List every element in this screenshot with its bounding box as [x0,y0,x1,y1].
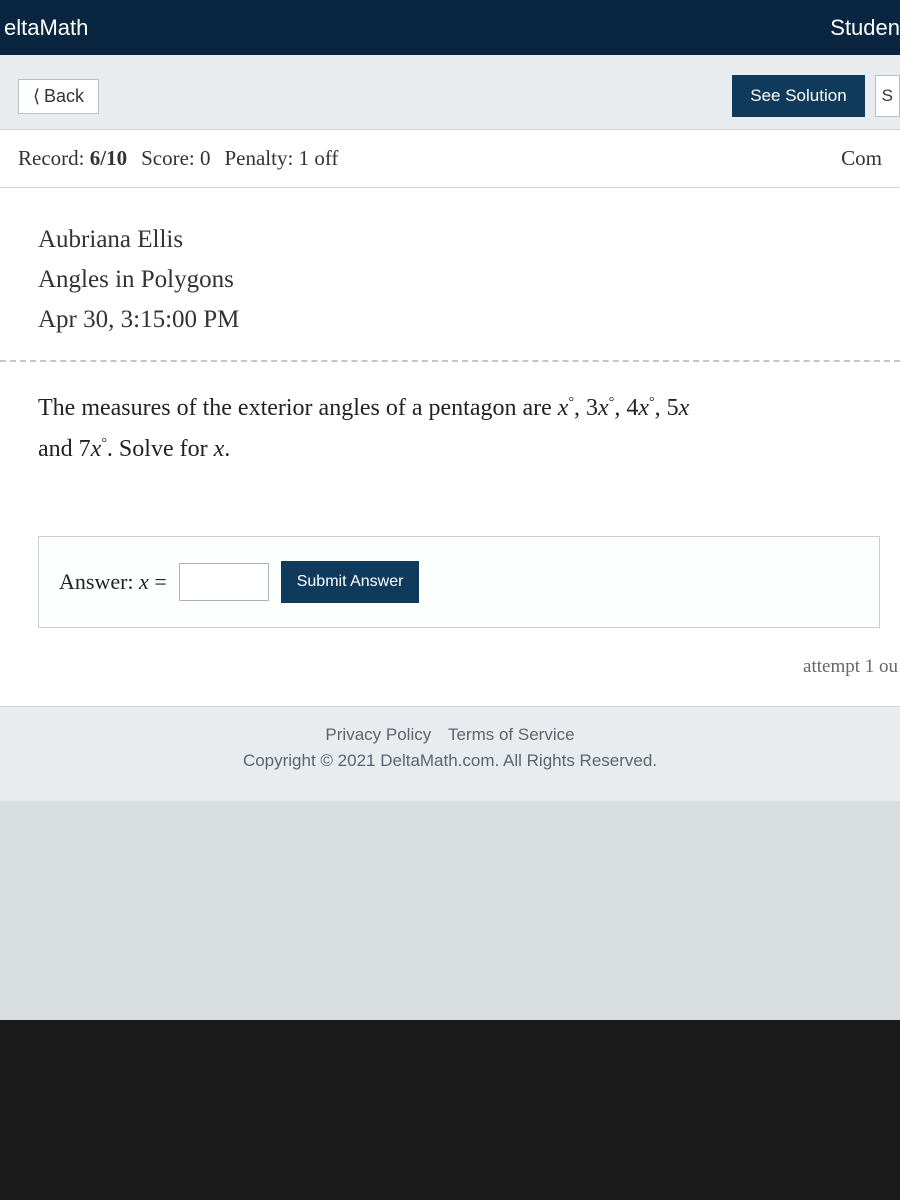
answer-box: Answer: x = Submit Answer [38,536,880,628]
student-info: Aubriana Ellis Angles in Polygons Apr 30… [0,212,900,362]
privacy-policy-link[interactable]: Privacy Policy [325,725,431,744]
student-name: Aubriana Ellis [38,220,862,260]
page-footer: Privacy Policy Terms of Service Copyrigh… [0,707,900,801]
record-right-cutoff: Com [841,146,882,171]
penalty-value: 1 off [299,146,339,170]
app-header: eltaMath Studen [0,0,900,55]
brand-logo[interactable]: eltaMath [0,15,88,41]
submit-answer-button[interactable]: Submit Answer [281,561,420,603]
header-student-link[interactable]: Studen [830,15,900,41]
terms-of-service-link[interactable]: Terms of Service [448,725,575,744]
penalty-label: Penalty: 1 off [224,146,338,171]
chevron-left-icon: ⟨ [33,86,40,107]
answer-input[interactable] [179,563,269,601]
nav-row: ⟨ Back See Solution S [0,55,900,129]
record-value: 6/10 [90,146,127,170]
question-text: The measures of the exterior angles of a… [0,362,900,496]
question-card: Aubriana Ellis Angles in Polygons Apr 30… [0,188,900,707]
back-label: Back [44,86,84,107]
record-bar: Record: 6/10 Score: 0 Penalty: 1 off Com [0,129,900,188]
assignment-topic: Angles in Polygons [38,260,862,300]
score-value: 0 [200,146,211,170]
score-label: Score: 0 [141,146,210,171]
assignment-datetime: Apr 30, 3:15:00 PM [38,300,862,340]
copyright-text: Copyright © 2021 DeltaMath.com. All Righ… [0,751,900,771]
record-label: Record: 6/10 [18,146,127,171]
answer-label: Answer: x = [59,569,167,595]
cutoff-button[interactable]: S [875,75,900,117]
see-solution-button[interactable]: See Solution [732,75,864,117]
back-button[interactable]: ⟨ Back [18,79,99,114]
attempt-counter: attempt 1 ou [0,646,900,706]
